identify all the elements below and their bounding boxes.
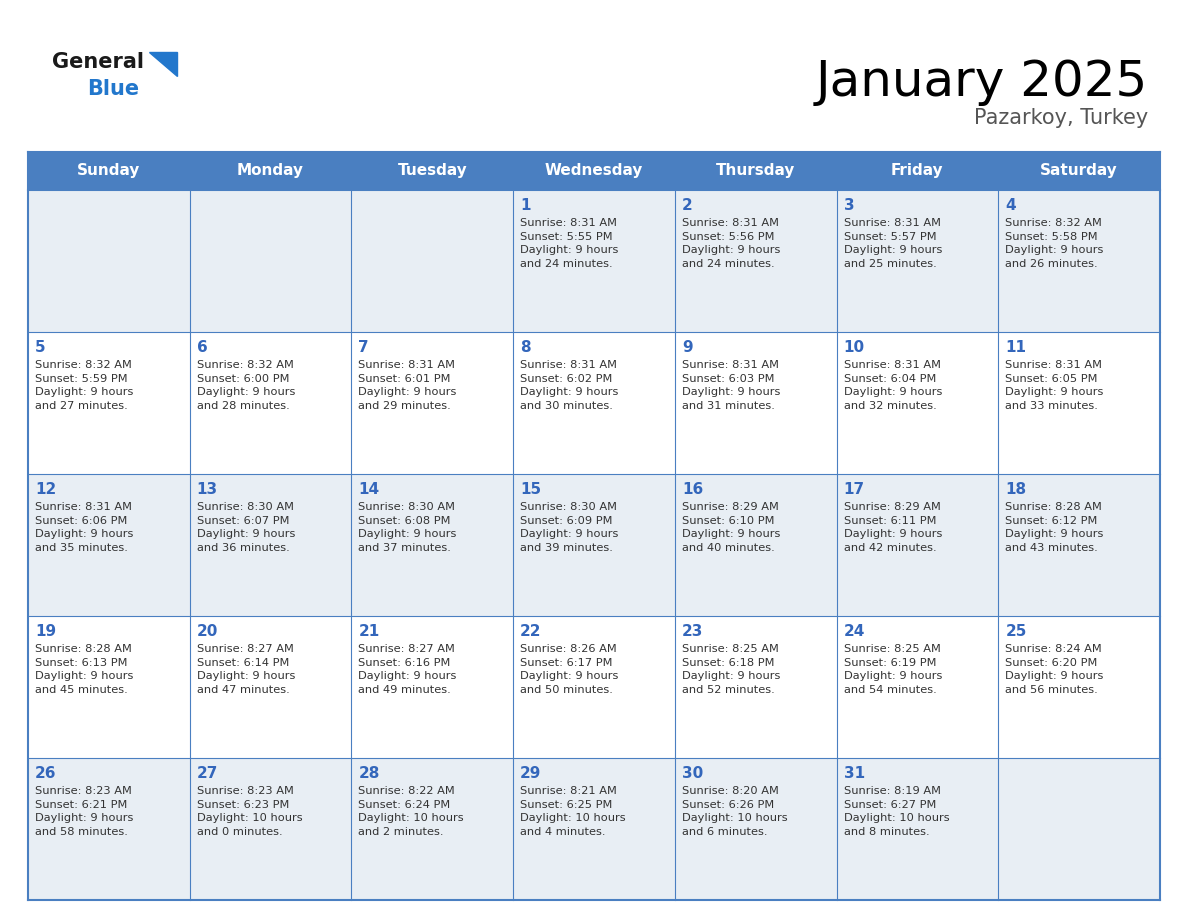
Text: Sunrise: 8:31 AM
Sunset: 6:01 PM
Daylight: 9 hours
and 29 minutes.: Sunrise: 8:31 AM Sunset: 6:01 PM Dayligh…	[359, 360, 457, 410]
Text: Sunrise: 8:31 AM
Sunset: 5:55 PM
Daylight: 9 hours
and 24 minutes.: Sunrise: 8:31 AM Sunset: 5:55 PM Dayligh…	[520, 218, 619, 269]
Text: Sunrise: 8:30 AM
Sunset: 6:09 PM
Daylight: 9 hours
and 39 minutes.: Sunrise: 8:30 AM Sunset: 6:09 PM Dayligh…	[520, 502, 619, 553]
Text: 20: 20	[197, 624, 219, 639]
Text: 2: 2	[682, 198, 693, 213]
Text: 19: 19	[34, 624, 56, 639]
Text: Sunrise: 8:23 AM
Sunset: 6:23 PM
Daylight: 10 hours
and 0 minutes.: Sunrise: 8:23 AM Sunset: 6:23 PM Dayligh…	[197, 786, 302, 837]
Text: 15: 15	[520, 482, 542, 497]
Bar	[190, 152, 352, 190]
Text: Sunrise: 8:31 AM
Sunset: 5:57 PM
Daylight: 9 hours
and 25 minutes.: Sunrise: 8:31 AM Sunset: 5:57 PM Dayligh…	[843, 218, 942, 269]
Text: 13: 13	[197, 482, 217, 497]
Bar	[675, 152, 836, 190]
Text: Sunrise: 8:27 AM
Sunset: 6:16 PM
Daylight: 9 hours
and 49 minutes.: Sunrise: 8:27 AM Sunset: 6:16 PM Dayligh…	[359, 644, 457, 695]
Text: 4: 4	[1005, 198, 1016, 213]
Text: 26: 26	[34, 766, 57, 781]
Text: Sunrise: 8:21 AM
Sunset: 6:25 PM
Daylight: 10 hours
and 4 minutes.: Sunrise: 8:21 AM Sunset: 6:25 PM Dayligh…	[520, 786, 626, 837]
Text: January 2025: January 2025	[816, 58, 1148, 106]
Text: Sunday: Sunday	[77, 163, 140, 178]
Text: 5: 5	[34, 340, 45, 355]
Text: Sunrise: 8:25 AM
Sunset: 6:18 PM
Daylight: 9 hours
and 52 minutes.: Sunrise: 8:25 AM Sunset: 6:18 PM Dayligh…	[682, 644, 781, 695]
Text: Pazarkoy, Turkey: Pazarkoy, Turkey	[974, 108, 1148, 128]
Text: Sunrise: 8:29 AM
Sunset: 6:10 PM
Daylight: 9 hours
and 40 minutes.: Sunrise: 8:29 AM Sunset: 6:10 PM Dayligh…	[682, 502, 781, 553]
Text: 12: 12	[34, 482, 56, 497]
Polygon shape	[148, 52, 177, 76]
Text: Sunrise: 8:30 AM
Sunset: 6:07 PM
Daylight: 9 hours
and 36 minutes.: Sunrise: 8:30 AM Sunset: 6:07 PM Dayligh…	[197, 502, 295, 553]
Text: 22: 22	[520, 624, 542, 639]
Text: 30: 30	[682, 766, 703, 781]
Text: General: General	[52, 52, 144, 72]
Text: Sunrise: 8:19 AM
Sunset: 6:27 PM
Daylight: 10 hours
and 8 minutes.: Sunrise: 8:19 AM Sunset: 6:27 PM Dayligh…	[843, 786, 949, 837]
Bar	[836, 152, 998, 190]
Text: Sunrise: 8:23 AM
Sunset: 6:21 PM
Daylight: 9 hours
and 58 minutes.: Sunrise: 8:23 AM Sunset: 6:21 PM Dayligh…	[34, 786, 133, 837]
Text: Saturday: Saturday	[1041, 163, 1118, 178]
Text: Sunrise: 8:24 AM
Sunset: 6:20 PM
Daylight: 9 hours
and 56 minutes.: Sunrise: 8:24 AM Sunset: 6:20 PM Dayligh…	[1005, 644, 1104, 695]
Bar	[352, 152, 513, 190]
Text: 9: 9	[682, 340, 693, 355]
Bar	[29, 474, 1159, 616]
Text: 1: 1	[520, 198, 531, 213]
Text: Friday: Friday	[891, 163, 943, 178]
Bar	[998, 152, 1159, 190]
Bar	[29, 758, 1159, 900]
Text: 14: 14	[359, 482, 379, 497]
Text: 21: 21	[359, 624, 380, 639]
Text: 3: 3	[843, 198, 854, 213]
Text: Sunrise: 8:31 AM
Sunset: 5:56 PM
Daylight: 9 hours
and 24 minutes.: Sunrise: 8:31 AM Sunset: 5:56 PM Dayligh…	[682, 218, 781, 269]
Bar	[29, 152, 190, 190]
Text: Monday: Monday	[238, 163, 304, 178]
Text: 28: 28	[359, 766, 380, 781]
Text: 17: 17	[843, 482, 865, 497]
Bar	[29, 616, 1159, 758]
Bar	[513, 152, 675, 190]
Text: 7: 7	[359, 340, 369, 355]
Text: 8: 8	[520, 340, 531, 355]
Text: 16: 16	[682, 482, 703, 497]
Text: Sunrise: 8:32 AM
Sunset: 5:58 PM
Daylight: 9 hours
and 26 minutes.: Sunrise: 8:32 AM Sunset: 5:58 PM Dayligh…	[1005, 218, 1104, 269]
Text: 11: 11	[1005, 340, 1026, 355]
Text: 18: 18	[1005, 482, 1026, 497]
Bar	[29, 332, 1159, 474]
Text: Sunrise: 8:32 AM
Sunset: 6:00 PM
Daylight: 9 hours
and 28 minutes.: Sunrise: 8:32 AM Sunset: 6:00 PM Dayligh…	[197, 360, 295, 410]
Text: Sunrise: 8:20 AM
Sunset: 6:26 PM
Daylight: 10 hours
and 6 minutes.: Sunrise: 8:20 AM Sunset: 6:26 PM Dayligh…	[682, 786, 788, 837]
Text: 31: 31	[843, 766, 865, 781]
Text: Sunrise: 8:26 AM
Sunset: 6:17 PM
Daylight: 9 hours
and 50 minutes.: Sunrise: 8:26 AM Sunset: 6:17 PM Dayligh…	[520, 644, 619, 695]
Text: Sunrise: 8:29 AM
Sunset: 6:11 PM
Daylight: 9 hours
and 42 minutes.: Sunrise: 8:29 AM Sunset: 6:11 PM Dayligh…	[843, 502, 942, 553]
Text: Sunrise: 8:31 AM
Sunset: 6:03 PM
Daylight: 9 hours
and 31 minutes.: Sunrise: 8:31 AM Sunset: 6:03 PM Dayligh…	[682, 360, 781, 410]
Text: Sunrise: 8:28 AM
Sunset: 6:13 PM
Daylight: 9 hours
and 45 minutes.: Sunrise: 8:28 AM Sunset: 6:13 PM Dayligh…	[34, 644, 133, 695]
Text: Sunrise: 8:32 AM
Sunset: 5:59 PM
Daylight: 9 hours
and 27 minutes.: Sunrise: 8:32 AM Sunset: 5:59 PM Dayligh…	[34, 360, 133, 410]
Text: Tuesday: Tuesday	[398, 163, 467, 178]
Text: Sunrise: 8:31 AM
Sunset: 6:02 PM
Daylight: 9 hours
and 30 minutes.: Sunrise: 8:31 AM Sunset: 6:02 PM Dayligh…	[520, 360, 619, 410]
Text: Sunrise: 8:27 AM
Sunset: 6:14 PM
Daylight: 9 hours
and 47 minutes.: Sunrise: 8:27 AM Sunset: 6:14 PM Dayligh…	[197, 644, 295, 695]
Text: Sunrise: 8:25 AM
Sunset: 6:19 PM
Daylight: 9 hours
and 54 minutes.: Sunrise: 8:25 AM Sunset: 6:19 PM Dayligh…	[843, 644, 942, 695]
Text: Sunrise: 8:31 AM
Sunset: 6:04 PM
Daylight: 9 hours
and 32 minutes.: Sunrise: 8:31 AM Sunset: 6:04 PM Dayligh…	[843, 360, 942, 410]
Text: Wednesday: Wednesday	[545, 163, 643, 178]
Text: Sunrise: 8:30 AM
Sunset: 6:08 PM
Daylight: 9 hours
and 37 minutes.: Sunrise: 8:30 AM Sunset: 6:08 PM Dayligh…	[359, 502, 457, 553]
Text: 10: 10	[843, 340, 865, 355]
Text: 23: 23	[682, 624, 703, 639]
Text: Blue: Blue	[87, 79, 139, 99]
Text: 25: 25	[1005, 624, 1026, 639]
Text: 24: 24	[843, 624, 865, 639]
Text: Thursday: Thursday	[716, 163, 796, 178]
Bar	[29, 190, 1159, 332]
Text: Sunrise: 8:28 AM
Sunset: 6:12 PM
Daylight: 9 hours
and 43 minutes.: Sunrise: 8:28 AM Sunset: 6:12 PM Dayligh…	[1005, 502, 1104, 553]
Text: 6: 6	[197, 340, 208, 355]
Text: Sunrise: 8:31 AM
Sunset: 6:06 PM
Daylight: 9 hours
and 35 minutes.: Sunrise: 8:31 AM Sunset: 6:06 PM Dayligh…	[34, 502, 133, 553]
Text: 29: 29	[520, 766, 542, 781]
Text: Sunrise: 8:22 AM
Sunset: 6:24 PM
Daylight: 10 hours
and 2 minutes.: Sunrise: 8:22 AM Sunset: 6:24 PM Dayligh…	[359, 786, 465, 837]
Text: 27: 27	[197, 766, 219, 781]
Text: Sunrise: 8:31 AM
Sunset: 6:05 PM
Daylight: 9 hours
and 33 minutes.: Sunrise: 8:31 AM Sunset: 6:05 PM Dayligh…	[1005, 360, 1104, 410]
